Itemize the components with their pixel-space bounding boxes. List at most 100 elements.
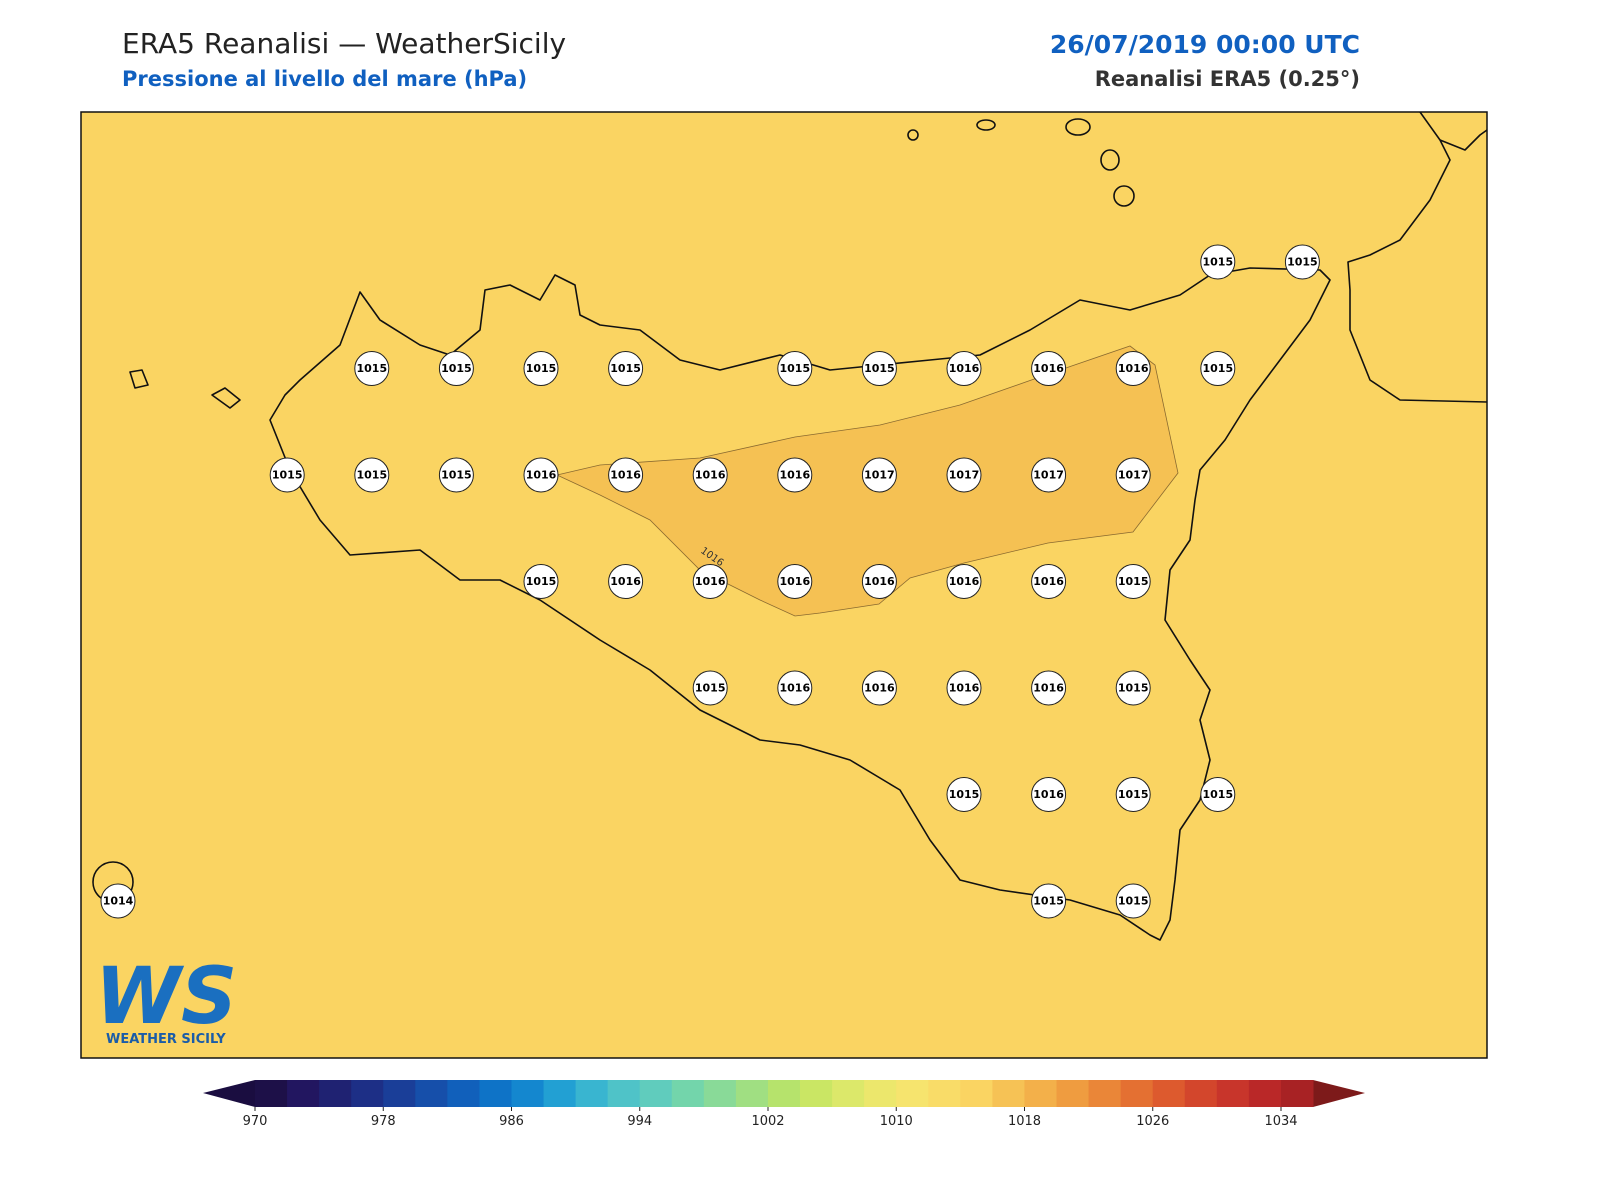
point-marker bbox=[1115, 883, 1151, 919]
subtitle: Pressione al livello del mare (hPa) bbox=[122, 67, 527, 91]
island bbox=[211, 387, 241, 409]
colorbar-extend-low bbox=[203, 1080, 255, 1107]
point-value: 1017 bbox=[949, 469, 980, 482]
point-marker bbox=[269, 457, 305, 493]
point-marker bbox=[1031, 457, 1067, 493]
point-marker bbox=[100, 883, 136, 919]
point-value: 1015 bbox=[1118, 788, 1149, 801]
point-marker bbox=[692, 564, 728, 599]
colorbar-segment bbox=[896, 1080, 929, 1107]
colorbar-segment bbox=[415, 1080, 448, 1107]
island bbox=[1065, 118, 1091, 136]
map-frame bbox=[80, 111, 1488, 1059]
point-marker bbox=[777, 564, 813, 599]
point-marker bbox=[1031, 564, 1067, 599]
point-marker bbox=[861, 564, 897, 599]
point-value: 1016 bbox=[949, 682, 980, 695]
point-marker bbox=[861, 351, 897, 386]
colorbar-segment bbox=[1088, 1080, 1122, 1107]
colorbar-segment bbox=[1184, 1080, 1218, 1107]
point-marker bbox=[608, 564, 644, 599]
point-value: 1015 bbox=[526, 362, 557, 375]
point-value: 1015 bbox=[441, 362, 472, 375]
point-value: 1015 bbox=[1033, 895, 1064, 908]
colorbar-tick-label: 1010 bbox=[880, 1114, 913, 1129]
colorbar-segment bbox=[447, 1080, 480, 1107]
colorbar-segment bbox=[575, 1080, 609, 1107]
point-marker bbox=[1031, 883, 1067, 919]
point-value: 1015 bbox=[695, 682, 726, 695]
point-value: 1017 bbox=[864, 469, 895, 482]
logo: WS WEATHER SICILY bbox=[95, 952, 237, 1047]
point-value: 1015 bbox=[1202, 362, 1233, 375]
colorbar-segment bbox=[383, 1080, 416, 1107]
point-value: 1015 bbox=[1287, 256, 1318, 269]
colorbar-segment bbox=[1216, 1080, 1250, 1107]
island bbox=[976, 119, 996, 131]
point-value: 1014 bbox=[103, 895, 134, 908]
point-value: 1016 bbox=[695, 469, 726, 482]
point-marker bbox=[777, 457, 813, 493]
point-marker bbox=[946, 351, 982, 386]
point-marker bbox=[1200, 351, 1236, 386]
point-marker bbox=[354, 351, 390, 386]
point-marker bbox=[608, 351, 644, 386]
colorbar-tick-label: 1002 bbox=[751, 1114, 784, 1129]
point-marker bbox=[523, 351, 559, 386]
point-value: 1016 bbox=[1033, 362, 1064, 375]
point-marker bbox=[946, 564, 982, 599]
date: 26/07/2019 00:00 UTC bbox=[1050, 30, 1360, 59]
colorbar-segment bbox=[543, 1080, 577, 1107]
island bbox=[129, 369, 149, 389]
point-value: 1016 bbox=[1033, 788, 1064, 801]
point-marker bbox=[354, 457, 390, 493]
colorbar-segment bbox=[960, 1080, 993, 1107]
point-marker bbox=[1115, 564, 1151, 599]
point-marker bbox=[1200, 244, 1236, 280]
point-marker bbox=[692, 670, 728, 706]
point-value: 1016 bbox=[610, 469, 641, 482]
colorbar-tick-label: 994 bbox=[627, 1114, 652, 1129]
point-marker bbox=[1115, 670, 1151, 706]
colorbar-tick-label: 978 bbox=[371, 1114, 396, 1129]
colorbar-segment bbox=[671, 1080, 705, 1107]
island bbox=[907, 129, 919, 141]
point-value: 1016 bbox=[695, 575, 726, 588]
colorbar-segment bbox=[639, 1080, 673, 1107]
colorbar-tick-label: 1034 bbox=[1264, 1114, 1297, 1129]
point-marker bbox=[777, 351, 813, 386]
colorbar-tick-label: 1026 bbox=[1136, 1114, 1169, 1129]
point-marker bbox=[1115, 457, 1151, 493]
point-marker bbox=[861, 457, 897, 493]
colorbar-segment bbox=[800, 1080, 833, 1107]
point-value: 1015 bbox=[1118, 682, 1149, 695]
point-value: 1016 bbox=[1033, 682, 1064, 695]
sicily-coast bbox=[269, 267, 1331, 941]
point-value: 1015 bbox=[441, 469, 472, 482]
point-value: 1015 bbox=[1202, 256, 1233, 269]
point-value: 1016 bbox=[526, 469, 557, 482]
title: ERA5 Reanalisi — WeatherSicily bbox=[122, 27, 566, 60]
point-value: 1015 bbox=[779, 362, 810, 375]
point-value: 1016 bbox=[779, 469, 810, 482]
point-marker bbox=[777, 670, 813, 706]
point-marker bbox=[1200, 777, 1236, 812]
point-marker bbox=[946, 777, 982, 812]
point-value: 1016 bbox=[779, 682, 810, 695]
colorbar-segment bbox=[1248, 1080, 1282, 1107]
colorbar-tick-label: 970 bbox=[243, 1114, 268, 1129]
point-layer: 1015 1015 1015 1015 1015 1015 1015 1015 1016 1016… bbox=[100, 244, 1320, 919]
point-marker bbox=[946, 457, 982, 493]
colorbar-segment bbox=[864, 1080, 897, 1107]
colorbar-segment bbox=[351, 1080, 384, 1107]
colorbar-segment bbox=[1024, 1080, 1058, 1107]
colorbar-segment bbox=[1152, 1080, 1186, 1107]
point-value: 1016 bbox=[949, 575, 980, 588]
point-value: 1016 bbox=[1033, 575, 1064, 588]
point-marker bbox=[1031, 670, 1067, 706]
point-value: 1016 bbox=[949, 362, 980, 375]
point-value: 1015 bbox=[610, 362, 641, 375]
point-value: 1017 bbox=[1118, 469, 1149, 482]
point-marker bbox=[523, 564, 559, 599]
